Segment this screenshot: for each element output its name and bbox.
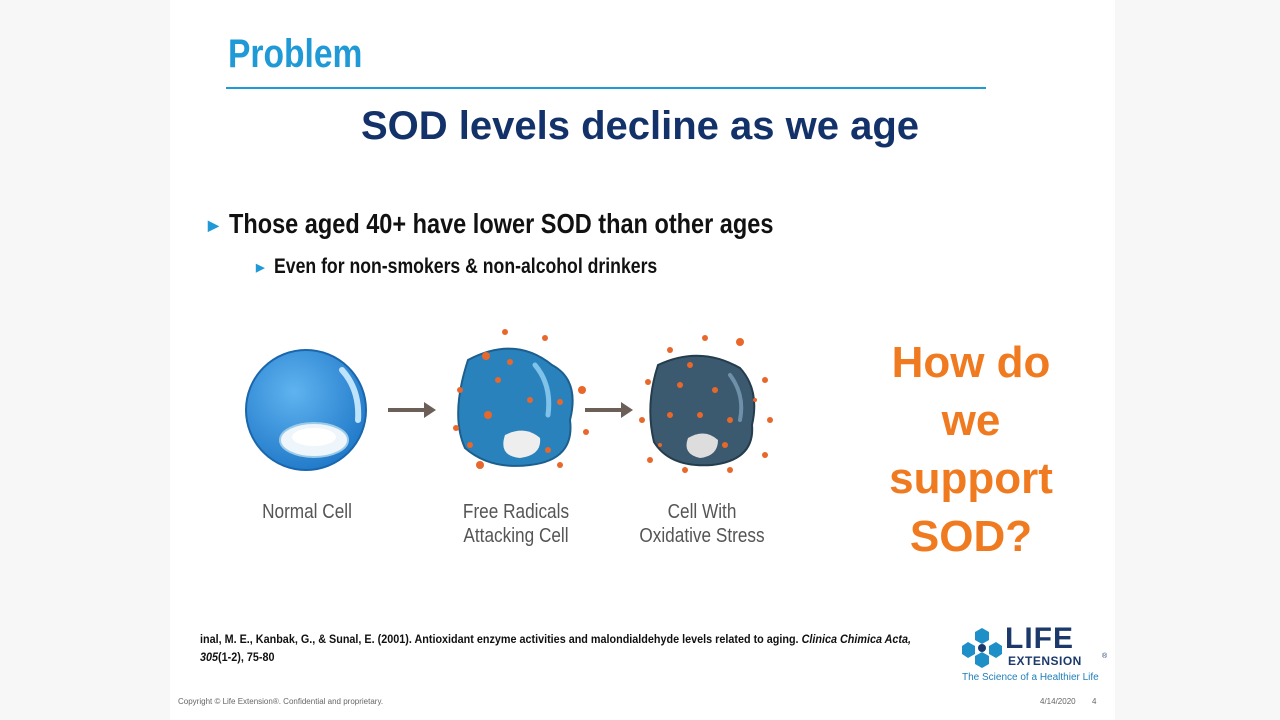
callout-line: SOD?	[909, 512, 1033, 561]
page-number: 4	[1092, 697, 1097, 706]
logo-name: EXTENSION	[1008, 654, 1082, 668]
label-line: Normal Cell	[262, 501, 352, 523]
headline: SOD levels decline as we age	[360, 104, 920, 148]
slide-title: Problem	[228, 32, 388, 77]
sub-bullet-text: Even for non-smokers & non-alcohol drink…	[274, 255, 658, 278]
bullet-text: Those aged 40+ have lower SOD than other…	[228, 208, 774, 239]
cell-illustration	[245, 329, 773, 473]
citation-volume: 305	[200, 650, 219, 664]
bullet-marker: ▶	[256, 261, 265, 274]
callout-line: support	[889, 454, 1053, 503]
label-line: Oxidative Stress	[639, 525, 765, 547]
citation-line: inal, M. E., Kanbak, G., & Sunal, E. (20…	[200, 630, 911, 648]
citation-text: inal, M. E., Kanbak, G., & Sunal, E. (20…	[200, 632, 799, 646]
citation-journal: Clinica Chimica Acta,	[801, 632, 911, 646]
stage-label: Cell With Oxidative Stress	[602, 500, 802, 548]
logo-icon	[962, 628, 1002, 668]
slide: Problem SOD levels decline as we age ▶ Th…	[170, 0, 1115, 720]
logo-mark: ®	[1102, 653, 1108, 660]
label-line: Attacking Cell	[463, 525, 569, 547]
logo-name: LIFE	[1005, 622, 1074, 655]
callout: How do we support SOD?	[860, 334, 1082, 566]
callout-line: we	[941, 396, 1001, 445]
copyright: Copyright © Life Extension®. Confidentia…	[178, 697, 384, 706]
stage-label: Free Radicals Attacking Cell	[416, 500, 616, 548]
citation-line: 305(1-2), 75-80	[200, 648, 274, 666]
label-line: Cell With	[667, 501, 737, 523]
date: 4/14/2020	[1040, 697, 1076, 706]
label-line: Free Radicals	[462, 501, 570, 523]
bullet: ▶ Those aged 40+ have lower SOD than othe…	[208, 208, 877, 240]
stage-label: Normal Cell	[207, 500, 407, 524]
citation-pages: (1-2), 75-80	[218, 650, 275, 664]
title-rule	[226, 87, 986, 89]
sub-bullet: ▶ Even for non-smokers & non-alcohol drin…	[256, 255, 731, 279]
slide-title-text: Problem	[228, 32, 363, 76]
logo-tagline: The Science of a Healthier Life	[962, 672, 1099, 683]
citation: inal, M. E., Kanbak, G., & Sunal, E. (20…	[200, 630, 990, 666]
callout-line: How do	[891, 338, 1051, 387]
bullet-marker: ▶	[208, 217, 219, 234]
